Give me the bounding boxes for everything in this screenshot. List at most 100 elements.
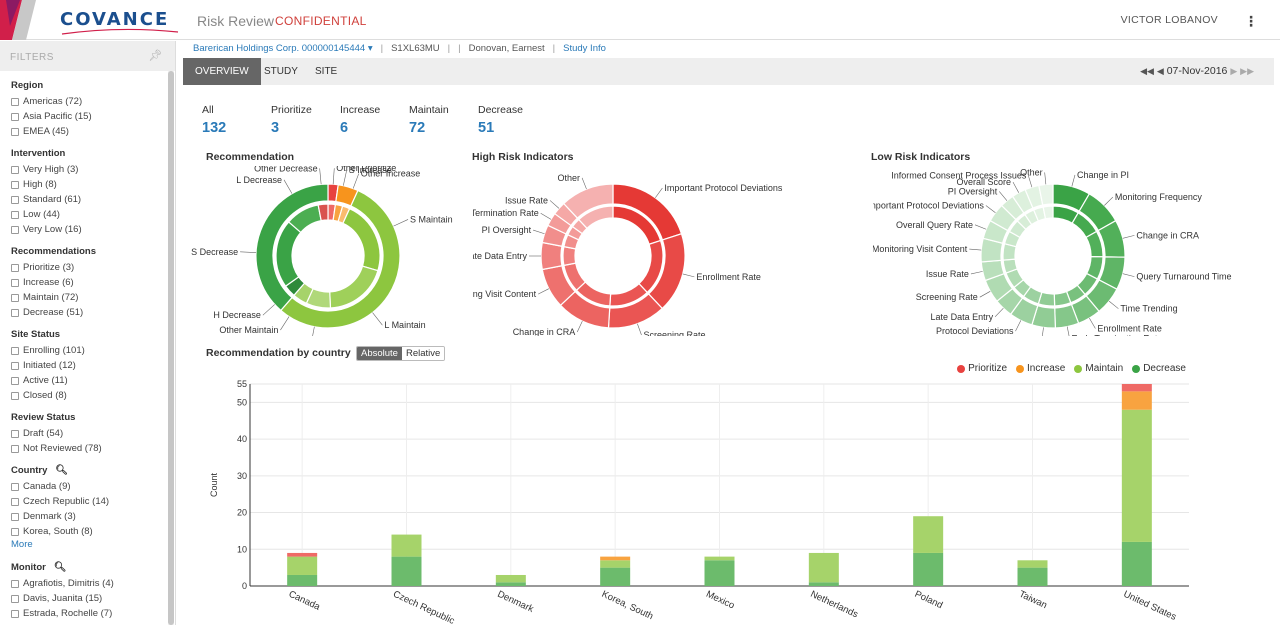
filter-more-link[interactable]: More	[11, 539, 33, 550]
low-risk-slice[interactable]	[1038, 183, 1054, 206]
filter-option[interactable]: Draft (54)	[11, 426, 175, 441]
high-risk-slice[interactable]	[562, 183, 614, 219]
bar-segment-maintain[interactable]	[495, 574, 526, 583]
filter-checkbox[interactable]	[11, 391, 19, 400]
bar-segment-decrease[interactable]	[808, 582, 839, 586]
first-date-icon[interactable]: ◀◀	[1140, 66, 1154, 76]
tab-site[interactable]: SITE	[315, 66, 338, 77]
filter-option[interactable]: Standard (61)	[11, 192, 175, 207]
filter-option[interactable]: Canada (9)	[11, 479, 175, 494]
filter-checkbox[interactable]	[11, 263, 19, 272]
filter-checkbox[interactable]	[11, 97, 19, 106]
filter-checkbox[interactable]	[11, 512, 19, 521]
prev-date-icon[interactable]: ◀	[1156, 66, 1164, 76]
next-date-icon[interactable]: ▶	[1230, 66, 1238, 76]
kpi-all[interactable]: All 132	[202, 104, 226, 136]
filter-checkbox[interactable]	[11, 361, 19, 370]
filter-option[interactable]: Decrease (51)	[11, 305, 175, 320]
filter-option[interactable]: Very High (3)	[11, 162, 175, 177]
filter-option[interactable]: High (8)	[11, 177, 175, 192]
filter-checkbox[interactable]	[11, 308, 19, 317]
search-icon[interactable]: 🔍︎	[53, 562, 67, 573]
filter-option[interactable]: Agrafiotis, Dimitris (4)	[11, 576, 175, 591]
relative-toggle-button[interactable]: Relative	[401, 347, 445, 360]
bar-segment-decrease[interactable]	[1017, 567, 1048, 586]
last-date-icon[interactable]: ▶▶	[1240, 66, 1254, 76]
bar-segment-maintain[interactable]	[391, 534, 422, 557]
more-options-icon[interactable]: ⋮	[1244, 13, 1258, 29]
recommendation-inner-slice[interactable]	[275, 221, 302, 288]
bar-segment-maintain[interactable]	[913, 516, 944, 553]
recommendation-inner-slice[interactable]	[317, 203, 329, 222]
legend-item-decrease[interactable]: Decrease	[1132, 363, 1186, 374]
user-menu[interactable]: VICTOR LOBANOV	[1120, 14, 1218, 26]
filter-option[interactable]: Initiated (12)	[11, 358, 175, 373]
bar-segment-decrease[interactable]	[287, 574, 318, 586]
recommendation-outer-slice[interactable]	[255, 183, 329, 312]
filter-checkbox[interactable]	[11, 609, 19, 618]
filter-option[interactable]: Americas (72)	[11, 94, 175, 109]
bar-segment-prioritize[interactable]	[287, 552, 318, 557]
high-risk-slice[interactable]	[540, 241, 563, 271]
bar-segment-decrease[interactable]	[704, 560, 735, 586]
legend-item-increase[interactable]: Increase	[1016, 363, 1065, 374]
tab-overview[interactable]: OVERVIEW	[183, 58, 261, 85]
filter-option[interactable]: Denmark (3)	[11, 509, 175, 524]
study-info-link[interactable]: Study Info	[563, 43, 606, 54]
sponsor-dropdown[interactable]: Barerican Holdings Corp. 000000145444 ▾	[193, 43, 373, 54]
high-risk-inner-slice[interactable]	[577, 205, 614, 230]
filter-checkbox[interactable]	[11, 293, 19, 302]
filter-checkbox[interactable]	[11, 482, 19, 491]
kpi-prioritize[interactable]: Prioritize 3	[271, 104, 312, 136]
filter-checkbox[interactable]	[11, 594, 19, 603]
filter-option[interactable]: Active (11)	[11, 373, 175, 388]
absolute-toggle-button[interactable]: Absolute	[357, 347, 402, 360]
filter-checkbox[interactable]	[11, 165, 19, 174]
filter-checkbox[interactable]	[11, 579, 19, 588]
bar-segment-decrease[interactable]	[1121, 541, 1152, 586]
filter-option[interactable]: Maintain (72)	[11, 290, 175, 305]
filter-option[interactable]: Low (44)	[11, 207, 175, 222]
filter-option[interactable]: Asia Pacific (15)	[11, 109, 175, 124]
bar-segment-maintain[interactable]	[704, 556, 735, 561]
bar-segment-maintain[interactable]	[1121, 409, 1152, 542]
filter-checkbox[interactable]	[11, 127, 19, 136]
bar-segment-increase[interactable]	[1121, 391, 1152, 410]
filter-checkbox[interactable]	[11, 444, 19, 453]
bar-segment-decrease[interactable]	[391, 556, 422, 586]
filter-option[interactable]: Not Reviewed (78)	[11, 441, 175, 456]
bar-segment-prioritize[interactable]	[1121, 384, 1152, 392]
filter-checkbox[interactable]	[11, 112, 19, 121]
filter-option[interactable]: Very Low (16)	[11, 222, 175, 237]
bar-segment-decrease[interactable]	[600, 567, 631, 586]
filter-option[interactable]: Davis, Juanita (15)	[11, 591, 175, 606]
filter-checkbox[interactable]	[11, 346, 19, 355]
bar-segment-decrease[interactable]	[913, 552, 944, 586]
filter-option[interactable]: EMEA (45)	[11, 124, 175, 139]
bar-segment-maintain[interactable]	[600, 560, 631, 568]
filter-checkbox[interactable]	[11, 180, 19, 189]
bar-segment-decrease[interactable]	[495, 582, 526, 586]
search-icon[interactable]: 🔍︎	[55, 465, 69, 476]
legend-item-maintain[interactable]: Maintain	[1074, 363, 1123, 374]
tab-study[interactable]: STUDY	[264, 66, 298, 77]
filter-checkbox[interactable]	[11, 225, 19, 234]
filter-checkbox[interactable]	[11, 210, 19, 219]
kpi-decrease[interactable]: Decrease 51	[478, 104, 523, 136]
filter-checkbox[interactable]	[11, 497, 19, 506]
filter-option[interactable]: Czech Republic (14)	[11, 494, 175, 509]
high-risk-inner-slice[interactable]	[562, 245, 577, 267]
filter-option[interactable]: Prioritize (3)	[11, 260, 175, 275]
sidebar-scroll-thumb[interactable]	[168, 71, 174, 625]
filter-checkbox[interactable]	[11, 376, 19, 385]
filter-option[interactable]: Enrolling (101)	[11, 343, 175, 358]
filter-option[interactable]: Increase (6)	[11, 275, 175, 290]
bar-segment-maintain[interactable]	[1017, 560, 1048, 568]
filter-checkbox[interactable]	[11, 278, 19, 287]
filter-checkbox[interactable]	[11, 195, 19, 204]
filter-option[interactable]: Closed (8)	[11, 388, 175, 403]
pin-icon[interactable]: 📌︎	[148, 50, 163, 62]
filter-checkbox[interactable]	[11, 527, 19, 536]
filter-option[interactable]: Korea, South (8)	[11, 524, 175, 539]
bar-segment-maintain[interactable]	[287, 556, 318, 575]
